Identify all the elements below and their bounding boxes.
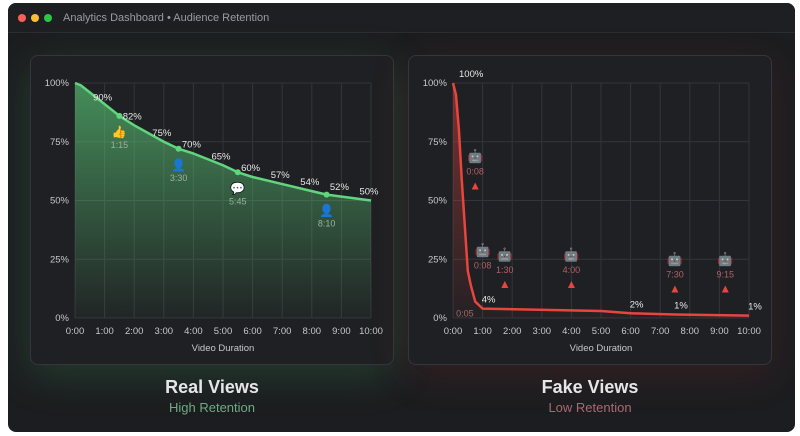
x-tick-label: 7:00	[273, 326, 292, 337]
retention-area	[75, 83, 371, 318]
y-tick-label: 50%	[50, 196, 70, 207]
person-icon: 👤	[319, 204, 334, 218]
window-title: Analytics Dashboard • Audience Retention	[63, 11, 270, 24]
data-label: 1%	[748, 302, 762, 313]
close-button[interactable]	[18, 13, 26, 22]
y-tick-label: 100%	[45, 78, 70, 89]
event-time: 1:30	[496, 265, 514, 275]
event-time: 0:08	[466, 166, 484, 176]
x-axis-label: Video Duration	[570, 343, 633, 354]
fake-views-subtitle: Low Retention	[548, 400, 632, 415]
x-tick-label: 10:00	[737, 326, 761, 337]
data-label: 4%	[482, 295, 496, 306]
retention-line	[451, 82, 750, 317]
event-time: 9:15	[717, 270, 735, 280]
robot-icon: 🤖	[467, 148, 483, 163]
data-label: 70%	[182, 140, 202, 151]
robot-icon: 🤖	[475, 242, 491, 257]
x-tick-label: 3:00	[533, 326, 552, 337]
event-time: 7:30	[666, 270, 684, 280]
x-tick-label: 1:00	[95, 326, 114, 337]
data-label: 60%	[241, 163, 261, 174]
data-label: 100%	[459, 69, 484, 80]
x-tick-label: 4:00	[184, 326, 203, 337]
y-tick-label: 50%	[428, 196, 448, 207]
data-label: 52%	[330, 182, 350, 193]
robot-icon: 🤖	[667, 252, 683, 267]
thumbs-up-icon: 👍	[112, 125, 127, 139]
event-marker	[323, 191, 330, 198]
robot-icon: 🤖	[563, 247, 579, 262]
event-marker	[116, 112, 123, 119]
event-time: 4:00	[563, 265, 581, 275]
real-views-caption: Real Views High Retention	[112, 377, 312, 415]
data-label: 57%	[271, 170, 291, 181]
real-views-title: Real Views	[165, 377, 259, 397]
data-label: 90%	[93, 93, 113, 104]
retention-line	[74, 81, 372, 202]
warning-icon: ▲	[669, 282, 681, 296]
x-axis-label: Video Duration	[192, 343, 255, 354]
warning-icon: ▲	[719, 282, 731, 296]
x-tick-label: 0:00	[444, 326, 463, 337]
x-tick-label: 9:00	[710, 326, 729, 337]
y-tick-label: 25%	[428, 254, 448, 265]
fake-views-chart-panel: 0:00 1:00 2:00 3:00 4:00 5:00 6:00 7:00 8:00 9:00…	[408, 55, 772, 365]
data-label: 50%	[359, 187, 379, 198]
x-tick-label: 0:00	[66, 326, 85, 337]
data-label: 65%	[211, 151, 231, 162]
data-label: 82%	[123, 111, 143, 122]
warning-icon: ▲	[469, 178, 481, 192]
x-tick-label: 10:00	[359, 326, 383, 337]
x-tick-label: 5:00	[592, 326, 611, 337]
x-tick-label: 3:00	[155, 326, 174, 337]
x-tick-label: 8:00	[681, 326, 700, 337]
x-tick-label: 5:00	[214, 326, 233, 337]
robot-icon: 🤖	[497, 247, 513, 262]
app-window: Analytics Dashboard • Audience Retention…	[8, 3, 795, 432]
robot-icon: 🤖	[717, 252, 733, 267]
real-views-chart: 0:00 1:00 2:00 3:00 4:00 5:00 6:00 7:00 8:00 9:00…	[45, 78, 383, 354]
title-bar: Analytics Dashboard • Audience Retention	[8, 3, 795, 33]
event-marker	[234, 169, 241, 176]
data-label: 54%	[300, 177, 320, 188]
event-time: 0:08	[474, 260, 492, 270]
x-tick-label: 2:00	[125, 326, 144, 337]
person-icon: 👤	[171, 158, 186, 172]
x-tick-label: 4:00	[562, 326, 581, 337]
data-label: 1%	[674, 300, 688, 311]
x-tick-label: 7:00	[651, 326, 670, 337]
fake-views-title: Fake Views	[541, 377, 639, 397]
fake-views-chart: 0:00 1:00 2:00 3:00 4:00 5:00 6:00 7:00 8:00 9:00…	[423, 69, 763, 354]
real-views-subtitle: High Retention	[169, 400, 255, 415]
x-tick-label: 9:00	[332, 326, 351, 337]
real-views-chart-panel: 0:00 1:00 2:00 3:00 4:00 5:00 6:00 7:00 8:00 9:00…	[30, 55, 394, 365]
event-marker	[175, 145, 182, 152]
x-tick-label: 1:00	[473, 326, 492, 337]
x-tick-label: 2:00	[503, 326, 522, 337]
event-time: 8:10	[318, 219, 336, 229]
y-tick-label: 75%	[50, 137, 70, 148]
data-label: 75%	[152, 128, 172, 139]
x-tick-label: 6:00	[243, 326, 262, 337]
y-tick-label: 25%	[50, 254, 70, 265]
warning-icon: ▲	[565, 277, 577, 291]
event-time: 5:45	[229, 196, 247, 206]
comment-icon: 💬	[230, 181, 245, 195]
x-tick-label: 6:00	[621, 326, 640, 337]
y-tick-label: 100%	[423, 78, 448, 89]
maximize-button[interactable]	[44, 13, 52, 22]
time-note: 0:05	[456, 309, 474, 319]
fake-views-caption: Fake Views Low Retention	[490, 377, 690, 415]
y-tick-label: 0%	[433, 313, 447, 324]
event-time: 3:30	[170, 173, 188, 183]
x-tick-label: 8:00	[303, 326, 322, 337]
data-label: 2%	[630, 299, 644, 310]
y-tick-label: 0%	[55, 313, 69, 324]
y-tick-label: 75%	[428, 137, 448, 148]
warning-icon: ▲	[499, 277, 511, 291]
minimize-button[interactable]	[31, 13, 39, 22]
event-time: 1:15	[111, 140, 129, 150]
